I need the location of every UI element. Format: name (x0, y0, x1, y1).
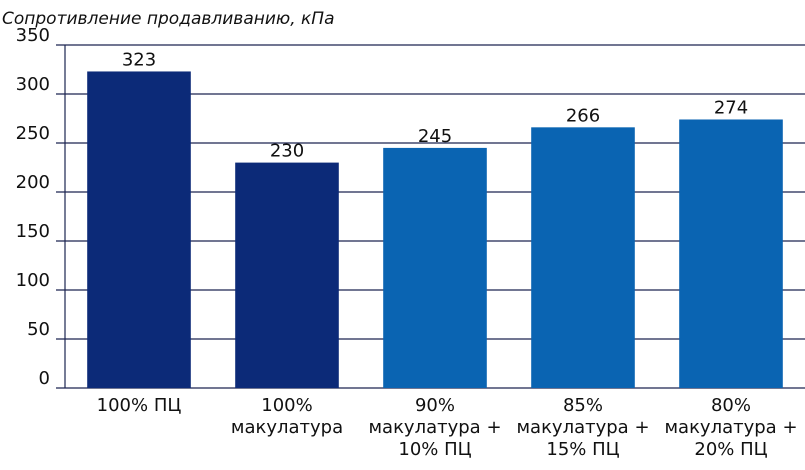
x-tick-label: 100% (261, 395, 312, 416)
x-tick-label: 85% (563, 395, 603, 416)
y-tick-label: 350 (16, 25, 50, 46)
x-tick-label: макулатура (231, 417, 343, 438)
bar (679, 119, 783, 388)
y-tick-label: 300 (16, 74, 50, 95)
value-label: 323 (122, 49, 156, 70)
x-tick-label: 10% ПЦ (398, 439, 471, 460)
bar (531, 127, 635, 388)
value-label: 266 (566, 105, 600, 126)
y-tick-label: 150 (16, 221, 50, 242)
x-tick-label: макулатура + (368, 417, 501, 438)
x-tick-label: макулатура + (664, 417, 797, 438)
x-tick-label: 20% ПЦ (694, 439, 767, 460)
y-tick-label: 100 (16, 270, 50, 291)
value-label: 230 (270, 141, 304, 162)
chart-title: Сопротивление продавливанию, кПа (2, 9, 335, 29)
value-label: 274 (714, 97, 748, 118)
y-tick-label: 0 (39, 368, 50, 389)
value-label: 245 (418, 126, 452, 147)
y-tick-label: 250 (16, 123, 50, 144)
y-tick-label: 50 (27, 319, 50, 340)
x-tick-label: 90% (415, 395, 455, 416)
bar (235, 162, 339, 388)
bar (87, 71, 191, 389)
x-tick-label: макулатура + (516, 417, 649, 438)
x-tick-label: 80% (711, 395, 751, 416)
y-tick-label: 200 (16, 172, 50, 193)
x-tick-label: 100% ПЦ (97, 395, 182, 416)
bar (383, 147, 487, 388)
x-tick-label: 15% ПЦ (546, 439, 619, 460)
